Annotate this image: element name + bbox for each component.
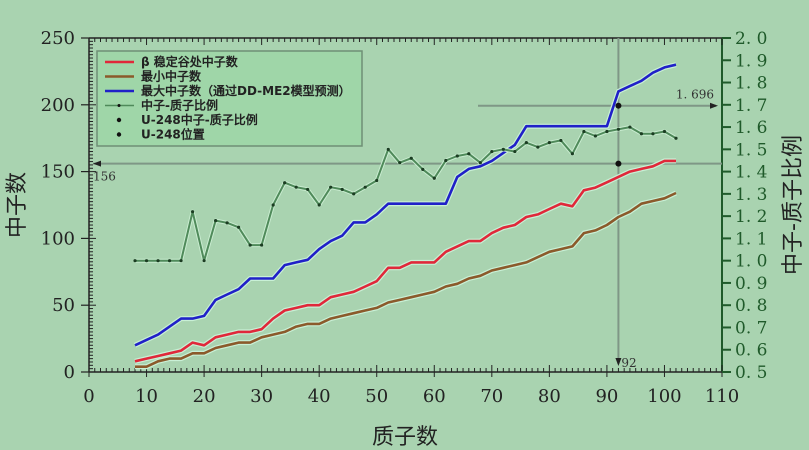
legend-label: U-248中子-质子比例 <box>141 112 258 127</box>
y2-axis-title: 中子-质子比例 <box>781 135 806 275</box>
x-tick-label: 30 <box>250 386 273 407</box>
y2-tick-label: 0. 8 <box>735 296 767 316</box>
annotation-1696: 1. 696 <box>676 88 714 102</box>
series-1 <box>135 190 678 370</box>
y-tick-label: 250 <box>41 28 75 49</box>
y2-tick-label: 0. 7 <box>735 318 767 338</box>
y-axis-title: 中子数 <box>5 172 30 238</box>
legend-item: β 稳定谷处中子数 <box>105 54 239 69</box>
x-tick-label: 50 <box>365 386 388 407</box>
legend-item: 最大中子数（通过DD-ME2模型预测） <box>105 83 351 98</box>
y2-tick-label: 1. 1 <box>735 229 767 249</box>
y2-tick-label: 1. 2 <box>735 207 767 227</box>
legend-label: β 稳定谷处中子数 <box>141 54 239 69</box>
legend-label: 最大中子数（通过DD-ME2模型预测） <box>141 83 351 98</box>
y2-tick-label: 1. 6 <box>735 118 767 138</box>
series-2 <box>133 62 677 348</box>
y2-tick-label: 1. 8 <box>735 74 767 94</box>
highlight-points <box>615 102 622 167</box>
x-tick-label: 100 <box>647 386 681 407</box>
series <box>133 62 678 370</box>
axes: 0 10 20 30 40 50 60 70 80 90 100 110 0 50 100 150 200 250… <box>41 28 768 407</box>
x-tick-label: 110 <box>705 386 739 407</box>
x-tick-label: 20 <box>193 386 216 407</box>
annotation-156: 156 <box>93 170 116 184</box>
x-tick-label: 10 <box>135 386 158 407</box>
x-tick-label: 80 <box>538 386 561 407</box>
legend-label: 中子-质子比例 <box>141 98 218 113</box>
legend-item: 中子-质子比例 <box>105 98 218 113</box>
series-0 <box>134 158 676 364</box>
y2-tick-label: 1. 3 <box>735 185 767 205</box>
y2-tick-label: 0. 9 <box>735 274 767 294</box>
u248-position-point <box>615 160 622 167</box>
y2-tick-label: 0. 6 <box>735 341 767 361</box>
legend-label: U-248位置 <box>141 127 205 142</box>
y2-tick-label: 1. 9 <box>735 51 767 71</box>
y-tick-label: 50 <box>52 295 75 316</box>
legend-item: U-248位置 <box>116 127 205 142</box>
y2-tick-label: 2. 0 <box>735 29 767 49</box>
x-tick-label: 90 <box>595 386 618 407</box>
x-axis-title: 质子数 <box>372 425 438 450</box>
y2-tick-label: 1. 0 <box>735 252 767 272</box>
x-tick-label: 0 <box>83 386 94 407</box>
y2-tick-label: 1. 5 <box>735 140 767 160</box>
legend-label: 最小中子数 <box>141 69 202 84</box>
y-tick-label: 0 <box>64 362 75 383</box>
y2-tick-label: 0. 5 <box>735 363 767 383</box>
series-3 <box>133 125 678 263</box>
y2-tick-label: 1. 7 <box>735 96 767 116</box>
x-tick-label: 70 <box>480 386 503 407</box>
y-tick-label: 100 <box>41 228 75 249</box>
u248-ratio-point <box>615 102 622 109</box>
legend: β 稳定谷处中子数最小中子数最大中子数（通过DD-ME2模型预测）中子-质子比例… <box>96 50 363 147</box>
x-tick-label: 60 <box>423 386 446 407</box>
legend-item: U-248中子-质子比例 <box>116 112 258 127</box>
annotation-92: 92 <box>621 356 636 370</box>
legend-item: 最小中子数 <box>105 69 202 84</box>
y2-tick-label: 1. 4 <box>735 163 767 183</box>
x-tick-label: 40 <box>308 386 331 407</box>
y-tick-label: 150 <box>41 162 75 183</box>
y-tick-label: 200 <box>41 95 75 116</box>
legend-box <box>96 50 363 147</box>
